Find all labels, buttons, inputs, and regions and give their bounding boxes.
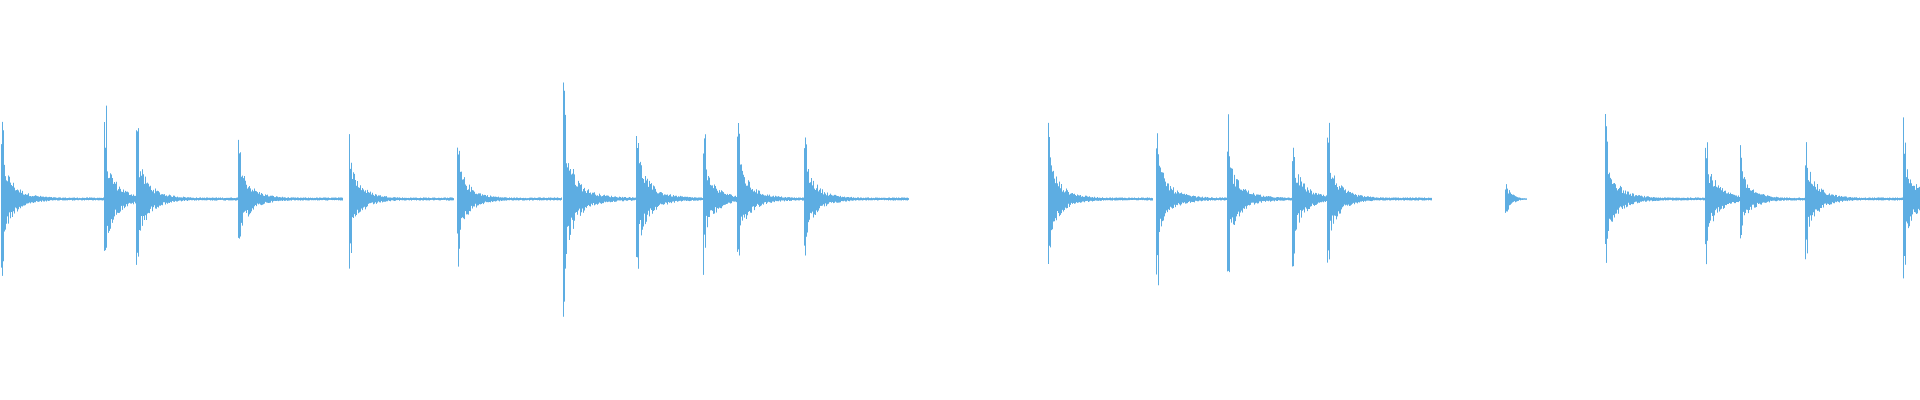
transient — [1705, 142, 1740, 265]
transient — [1048, 122, 1153, 264]
transient — [1805, 142, 1903, 260]
transient — [349, 134, 454, 269]
transient — [1292, 147, 1327, 267]
transient — [104, 105, 136, 251]
transient — [636, 136, 703, 269]
transient — [1605, 114, 1705, 263]
transient — [1227, 114, 1292, 273]
transient — [703, 134, 737, 275]
transient — [1327, 122, 1432, 263]
transient — [136, 128, 238, 265]
transient — [1156, 133, 1227, 286]
transient — [1903, 117, 1920, 279]
transient — [238, 139, 343, 239]
transient — [1740, 145, 1805, 239]
transient — [563, 82, 636, 317]
transient — [737, 122, 804, 256]
transient — [1505, 184, 1527, 213]
transient — [1, 121, 104, 276]
waveform-marks — [1, 82, 1920, 317]
transient — [804, 137, 909, 256]
transient — [457, 147, 562, 267]
